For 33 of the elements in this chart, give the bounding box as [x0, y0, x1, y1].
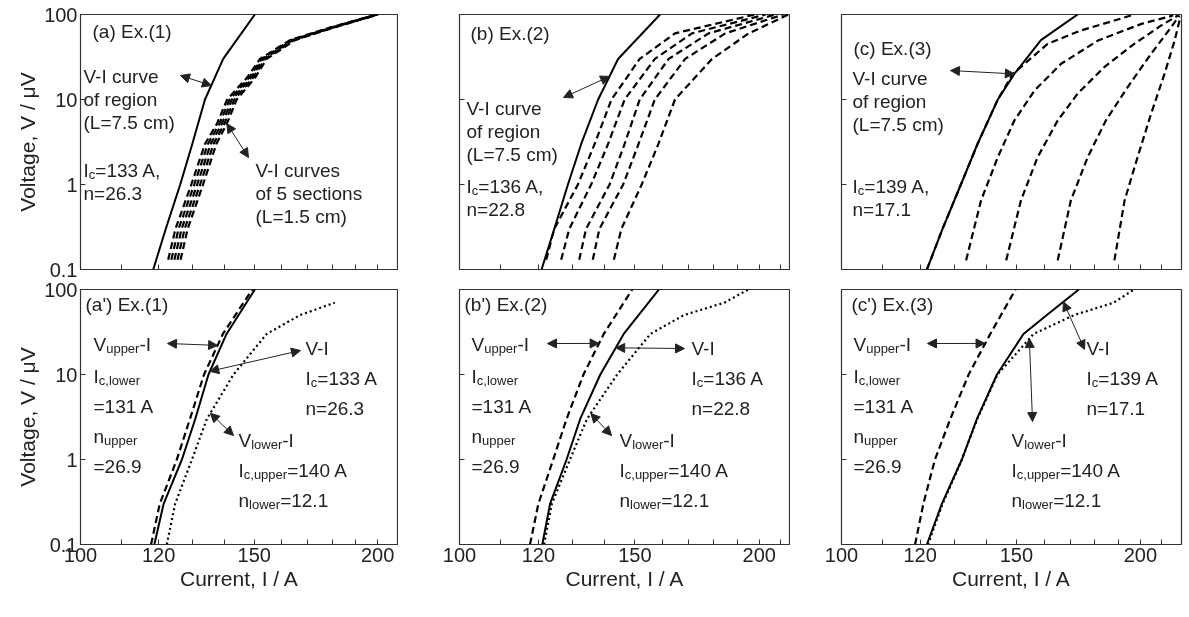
x-tick-label: 200 — [742, 543, 776, 566]
annotation: V-I curve of region (L=7.5 cm) — [852, 67, 944, 135]
y-tick-label: 1 — [66, 448, 78, 471]
x-tick-label: 120 — [903, 543, 937, 566]
y-axis-title: Voltage, V / μV — [16, 72, 40, 212]
chart-title: (a') Ex.(1) — [85, 293, 169, 315]
chart-title: (a) Ex.(1) — [92, 20, 172, 42]
chart-title: (b') Ex.(2) — [464, 293, 548, 315]
x-tick-label: 100 — [442, 543, 477, 566]
x-tick-label: 120 — [521, 543, 556, 566]
annotation: V-I curves of 5 sections (L=1.5 cm) — [255, 159, 363, 227]
y-tick-label: 1 — [66, 173, 78, 196]
x-tick-label: 150 — [999, 543, 1034, 566]
chart-title: (b) Ex.(2) — [470, 22, 550, 44]
text: (c) Ex.(3) — [853, 37, 932, 59]
annotation: V-I curve of region (L=7.5 cm) — [83, 65, 175, 133]
y-axis-title: Voltage, V / μV — [16, 347, 40, 487]
x-tick-label: 100 — [824, 543, 859, 566]
y-tick-label: 0.1 — [49, 258, 78, 281]
chart-title: (c') Ex.(3) — [851, 293, 934, 315]
x-axis-title: Current, I / A — [951, 566, 1070, 590]
y-tick-label: 100 — [44, 278, 78, 301]
y-tick-label: 100 — [44, 3, 78, 26]
x-tick-label: 150 — [237, 543, 271, 566]
y-tick-label: 10 — [55, 363, 78, 386]
x-tick-label: 200 — [360, 543, 395, 566]
x-tick-label: 120 — [141, 543, 176, 566]
y-tick-label: 10 — [55, 88, 78, 111]
x-axis-title: Current, I / A — [565, 566, 684, 590]
x-tick-label: 150 — [618, 543, 652, 566]
annotation: V-I curve of region (L=7.5 cm) — [466, 97, 558, 165]
x-axis-title: Current, I / A — [179, 566, 298, 590]
x-tick-label: 200 — [1123, 543, 1158, 566]
